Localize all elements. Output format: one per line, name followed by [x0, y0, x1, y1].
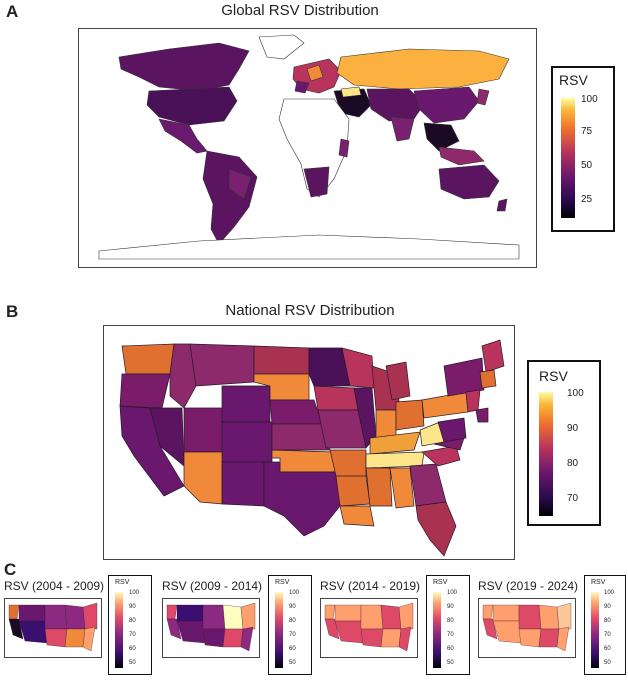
small-map-4-legend: RSV 100 90 80 70 60 50 — [584, 575, 626, 675]
small-map-1-legend: RSV 100 90 80 70 60 50 — [108, 575, 152, 675]
panel-b-tick: 80 — [567, 458, 579, 469]
small-tick: 100 — [289, 590, 300, 596]
small-tick: 70 — [604, 632, 611, 638]
panel-c-letter: C — [4, 560, 17, 579]
small-map-1 — [4, 598, 102, 658]
panel-a-tick: 100 — [581, 94, 598, 105]
small-legend-title: RSV — [275, 579, 290, 586]
small-tick: 70 — [129, 632, 136, 638]
small-tick: 50 — [447, 660, 454, 666]
panel-b-colorbar — [539, 392, 553, 516]
small-tick: 50 — [129, 660, 136, 666]
small-tick: 80 — [289, 618, 296, 624]
small-tick: 50 — [604, 660, 611, 666]
small-tick: 80 — [129, 618, 136, 624]
small-tick: 90 — [604, 604, 611, 610]
panel-b-letter: B — [6, 302, 19, 321]
panel-a-tick: 50 — [581, 160, 593, 171]
small-tick: 90 — [289, 604, 296, 610]
small-tick: 100 — [129, 590, 140, 596]
panel-b-tick: 70 — [567, 493, 579, 504]
small-tick: 60 — [129, 646, 136, 652]
panel-a-title: Global RSV Distribution — [221, 2, 379, 19]
small-map-4 — [478, 598, 576, 658]
small-legend-title: RSV — [433, 579, 448, 586]
small-tick: 90 — [129, 604, 136, 610]
panel-a-letter: A — [6, 2, 19, 21]
panel-b-title: National RSV Distribution — [225, 302, 395, 319]
small-tick: 70 — [289, 632, 296, 638]
small-legend-title: RSV — [591, 579, 606, 586]
us-map — [103, 325, 515, 560]
small-map-4-title: RSV (2019 - 2024) — [478, 579, 579, 593]
small-tick: 60 — [289, 646, 296, 652]
small-map-1-title: RSV (2004 - 2009) — [4, 579, 105, 593]
world-map — [78, 28, 537, 268]
small-legend-title: RSV — [115, 579, 130, 586]
small-map-2-legend: RSV 100 90 80 70 60 50 — [268, 575, 312, 675]
small-tick: 70 — [447, 632, 454, 638]
small-tick: 50 — [289, 660, 296, 666]
small-map-2 — [162, 598, 260, 658]
panel-b-legend: RSV 100 90 80 70 — [527, 360, 601, 526]
panel-a-legend: RSV 100 75 50 25 — [551, 66, 615, 232]
small-map-3-legend: RSV 100 90 80 70 60 50 — [426, 575, 470, 675]
small-tick: 100 — [447, 590, 458, 596]
panel-a-legend-title: RSV — [559, 72, 588, 88]
small-tick: 60 — [447, 646, 454, 652]
panel-a-tick: 25 — [581, 194, 593, 205]
small-tick: 80 — [447, 618, 454, 624]
small-tick: 90 — [447, 604, 454, 610]
panel-a-tick: 75 — [581, 126, 593, 137]
small-map-2-title: RSV (2009 - 2014) — [162, 579, 263, 593]
small-map-3-title: RSV (2014 - 2019) — [320, 579, 421, 593]
panel-a-colorbar — [561, 98, 575, 218]
panel-b-legend-title: RSV — [539, 368, 568, 384]
panel-b-tick: 90 — [567, 423, 579, 434]
small-tick: 80 — [604, 618, 611, 624]
panel-b-tick: 100 — [567, 388, 584, 399]
small-tick: 60 — [604, 646, 611, 652]
small-tick: 100 — [604, 590, 615, 596]
small-map-3 — [320, 598, 418, 658]
